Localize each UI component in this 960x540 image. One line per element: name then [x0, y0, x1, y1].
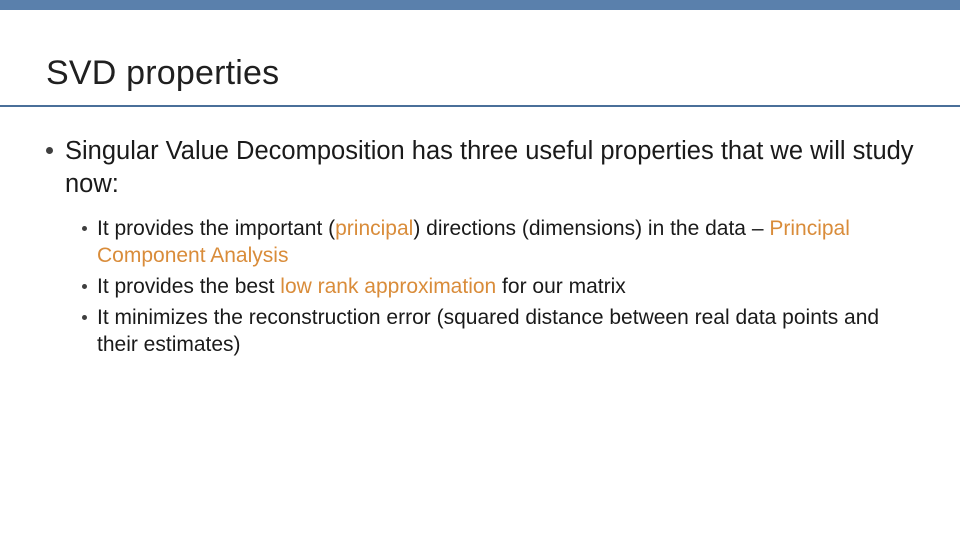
- sub-bullet-1-text: It provides the important (principal) di…: [97, 216, 914, 270]
- text-span: It provides the important (: [97, 217, 335, 240]
- sub-bullet-2: It provides the best low rank approximat…: [82, 274, 914, 301]
- text-span: ) directions (dimensions) in the data –: [413, 217, 769, 240]
- slide-title: SVD properties: [0, 10, 960, 97]
- bullet-icon: [82, 315, 87, 320]
- sub-bullet-2-text: It provides the best low rank approximat…: [97, 274, 626, 301]
- top-accent-bar: [0, 0, 960, 10]
- highlight-term: low rank approximation: [280, 275, 496, 298]
- sub-bullet-list: It provides the important (principal) di…: [46, 204, 914, 358]
- bullet-icon: [82, 284, 87, 289]
- sub-bullet-1: It provides the important (principal) di…: [82, 216, 914, 270]
- sub-bullet-3: It minimizes the reconstruction error (s…: [82, 305, 914, 359]
- highlight-term: principal: [335, 217, 413, 240]
- text-span: for our matrix: [496, 275, 626, 298]
- slide-body: Singular Value Decomposition has three u…: [0, 107, 960, 359]
- main-bullet: Singular Value Decomposition has three u…: [46, 135, 914, 200]
- sub-bullet-3-text: It minimizes the reconstruction error (s…: [97, 305, 914, 359]
- text-span: It provides the best: [97, 275, 280, 298]
- bullet-icon: [82, 226, 87, 231]
- main-bullet-text: Singular Value Decomposition has three u…: [65, 135, 914, 200]
- bullet-icon: [46, 147, 53, 154]
